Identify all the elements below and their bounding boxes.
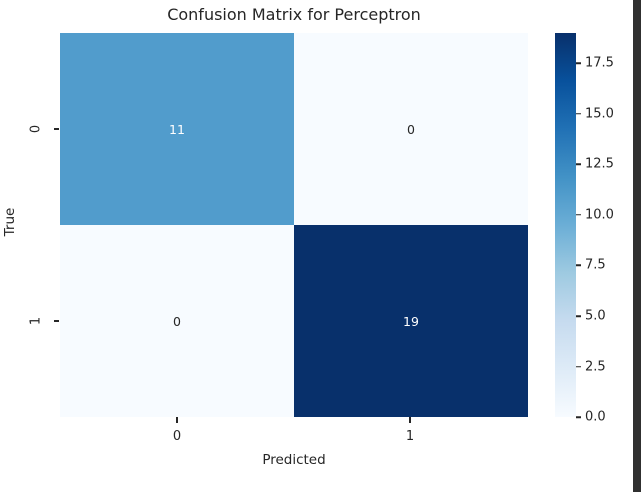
x-tick-mark-1 bbox=[409, 417, 411, 423]
y-tick-mark-1 bbox=[54, 320, 59, 322]
colorbar-tick-mark bbox=[576, 315, 581, 317]
colorbar-tick-mark bbox=[576, 113, 581, 115]
colorbar-tick-label: 15.0 bbox=[585, 106, 614, 122]
x-axis-label: Predicted bbox=[262, 452, 326, 468]
heatmap-cell-true0-pred0: 11 bbox=[60, 33, 294, 225]
colorbar-tick-label: 17.5 bbox=[585, 55, 614, 71]
confusion-matrix-heatmap: 11 0 0 19 bbox=[60, 33, 528, 417]
colorbar-tick-mark bbox=[576, 365, 581, 368]
colorbar-tick-mark bbox=[576, 62, 581, 65]
colorbar bbox=[555, 33, 576, 417]
x-tick-label-0: 0 bbox=[172, 429, 182, 444]
colorbar-tick-label: 12.5 bbox=[585, 156, 614, 172]
colorbar-tick-mark bbox=[576, 214, 581, 216]
colorbar-tick-label: 2.5 bbox=[585, 359, 606, 374]
x-tick-mark-0 bbox=[176, 417, 178, 423]
colorbar-tick-label: 10.0 bbox=[585, 207, 614, 223]
colorbar-tick-mark bbox=[576, 163, 581, 166]
colorbar-tick-mark bbox=[576, 416, 581, 418]
heatmap-cell-true1-pred0: 0 bbox=[60, 225, 294, 417]
colorbar-tick-label: 7.5 bbox=[585, 257, 606, 273]
y-tick-label-0: 0 bbox=[28, 124, 44, 134]
x-tick-label-1: 1 bbox=[405, 429, 415, 444]
heatmap-cell-true0-pred1: 0 bbox=[294, 33, 528, 225]
colorbar-tick-mark bbox=[576, 264, 581, 267]
y-tick-label-1: 1 bbox=[28, 316, 44, 326]
colorbar-tick-label: 5.0 bbox=[585, 308, 606, 324]
y-axis-label: True bbox=[2, 207, 18, 237]
window-edge-strip bbox=[633, 0, 641, 492]
chart-title: Confusion Matrix for Perceptron bbox=[167, 5, 421, 24]
heatmap-cell-true1-pred1: 19 bbox=[294, 225, 528, 417]
colorbar-tick-label: 0.0 bbox=[585, 409, 606, 425]
y-tick-mark-0 bbox=[54, 128, 59, 130]
